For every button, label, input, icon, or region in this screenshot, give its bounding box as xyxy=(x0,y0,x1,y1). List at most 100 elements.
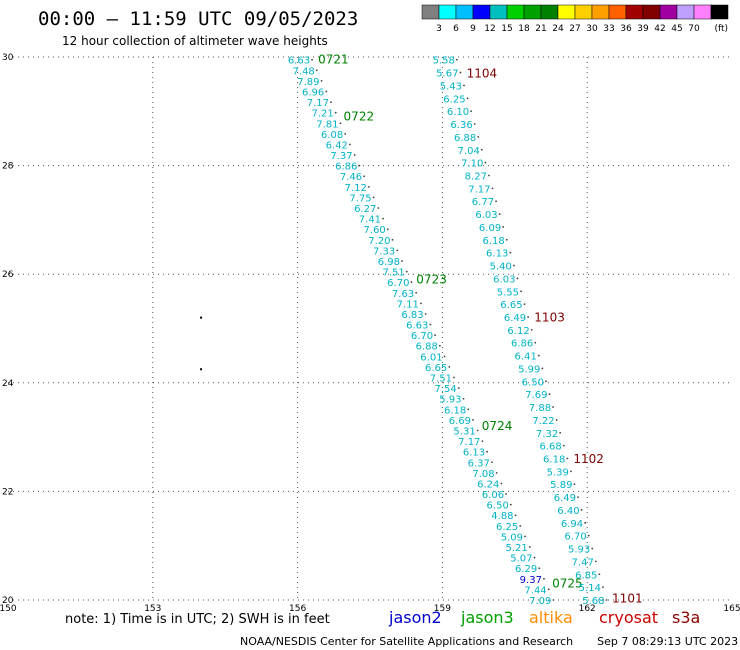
track-point xyxy=(453,376,455,379)
wave-height-label: 6.49 xyxy=(504,313,526,324)
track-point xyxy=(527,316,530,318)
wave-height-label: 6.70 xyxy=(411,331,433,342)
wave-height-label: 5.55 xyxy=(497,287,519,298)
track-point xyxy=(463,84,465,87)
colorbar-tick-label: 21 xyxy=(535,24,546,34)
colorbar-tick-label: 30 xyxy=(586,24,598,34)
wave-height-label: 6.96 xyxy=(302,87,324,98)
wave-height-label: 6.42 xyxy=(326,140,348,151)
track-point xyxy=(481,440,484,442)
track-point xyxy=(467,408,470,411)
wave-height-label: 5.09 xyxy=(501,532,523,543)
wave-height-label: 6.01 xyxy=(420,352,442,363)
wave-height-label: 5.67 xyxy=(436,69,458,80)
track-point xyxy=(334,111,337,114)
altimeter-tracks: 6.637.487.896.967.177.217.816.086.427.37… xyxy=(288,53,643,607)
track-point xyxy=(605,599,608,601)
track-point xyxy=(477,135,480,138)
track-point xyxy=(472,419,474,421)
track-point xyxy=(562,444,565,447)
wave-height-label: 5.40 xyxy=(490,262,512,273)
track-point xyxy=(330,101,332,103)
wave-height-label: 5.93 xyxy=(568,545,590,556)
track-point xyxy=(545,380,547,383)
track-point xyxy=(410,281,413,284)
wave-height-label: 6.18 xyxy=(444,405,466,416)
track-point xyxy=(573,483,576,486)
track-point xyxy=(325,90,328,93)
wave-height-label: 7.37 xyxy=(330,151,352,162)
wave-height-label: 7.33 xyxy=(373,246,395,257)
wave-height-label: 6.25 xyxy=(443,94,465,105)
track-point xyxy=(443,355,446,358)
wave-height-label: 6.63 xyxy=(406,321,428,332)
colorbar-tick-label: 45 xyxy=(671,24,682,34)
wave-height-label: 6.27 xyxy=(354,204,376,215)
track-point xyxy=(358,164,361,167)
wave-height-label: 6.77 xyxy=(472,197,494,208)
credit-timestamp: Sep 7 08:29:13 UTC 2023 xyxy=(597,635,739,648)
wave-height-label: 7.51 xyxy=(382,268,404,279)
colorbar-tick-label: 33 xyxy=(603,24,614,34)
wave-height-label: 7.17 xyxy=(468,184,490,195)
latitude-tick-label: 26 xyxy=(2,270,14,280)
wave-height-label: 6.06 xyxy=(482,490,504,501)
colorbar-swatch xyxy=(642,4,661,20)
page-title: 00:00 – 11:59 UTC 09/05/2023 xyxy=(38,8,359,30)
wave-height-label: 5.68 xyxy=(582,596,604,607)
wave-height-label: 6.50 xyxy=(487,501,509,512)
colorbar-tick-label: 3 xyxy=(436,24,442,34)
track-point xyxy=(438,344,441,347)
wave-height-label: 7.32 xyxy=(536,429,558,440)
track-point xyxy=(405,270,408,273)
track-point xyxy=(344,132,347,135)
wave-height-label: 7.44 xyxy=(524,585,546,596)
track-point xyxy=(524,535,526,538)
pass-time-label: 0721 xyxy=(318,53,349,67)
track-point xyxy=(415,291,418,294)
track-point xyxy=(594,560,597,563)
track-point xyxy=(486,450,489,453)
wave-height-label: 7.12 xyxy=(345,183,367,194)
track-point xyxy=(470,110,473,113)
wave-height-label: 6.70 xyxy=(564,532,586,543)
latitude-tick-label: 22 xyxy=(2,487,13,497)
track-point xyxy=(429,323,432,326)
track-point xyxy=(566,457,569,460)
track-point xyxy=(462,397,465,400)
wave-height-label: 6.49 xyxy=(554,493,576,504)
wave-height-label: 7.63 xyxy=(392,289,414,300)
wave-height-label: 7.88 xyxy=(529,403,551,414)
credit-org: NOAA/NESDIS Center for Satellite Applica… xyxy=(240,635,574,648)
colorbar-swatch xyxy=(574,4,593,20)
pass-time-label: 1103 xyxy=(534,311,565,325)
colorbar-tick-label: 18 xyxy=(518,24,530,34)
wave-height-label: 6.03 xyxy=(493,274,515,285)
wave-height-label: 6.10 xyxy=(447,107,469,118)
wave-height-label: 7.48 xyxy=(293,66,315,77)
wave-height-label: 6.13 xyxy=(463,448,485,459)
pass-time-label: 0722 xyxy=(344,110,375,124)
wave-height-label: 7.22 xyxy=(532,416,554,427)
track-point xyxy=(552,406,554,408)
wave-height-label: 4.88 xyxy=(491,511,513,522)
track-point xyxy=(476,429,479,432)
wave-height-label: 6.09 xyxy=(479,223,501,234)
colorbar-tick-label: 9 xyxy=(470,24,476,34)
wave-height-label: 8.27 xyxy=(465,171,487,182)
colorbar-swatch xyxy=(421,4,440,20)
legend-jason3: jason3 xyxy=(461,608,514,627)
colorbar-tick-label: 24 xyxy=(552,24,564,34)
wave-height-label: 6.94 xyxy=(561,519,583,530)
wave-height-label: 5.89 xyxy=(550,480,572,491)
wave-height-label: 5.21 xyxy=(505,543,527,554)
wave-height-label: 6.86 xyxy=(511,339,533,350)
track-point xyxy=(530,328,533,331)
colorbar-unit: (ft) xyxy=(714,24,728,34)
wave-height-label: 5.99 xyxy=(518,364,540,375)
track-point xyxy=(457,387,460,390)
wave-height-label: 6.63 xyxy=(288,56,310,67)
track-point xyxy=(363,175,366,178)
track-point xyxy=(377,207,380,209)
latitude-tick-label: 30 xyxy=(2,53,14,63)
